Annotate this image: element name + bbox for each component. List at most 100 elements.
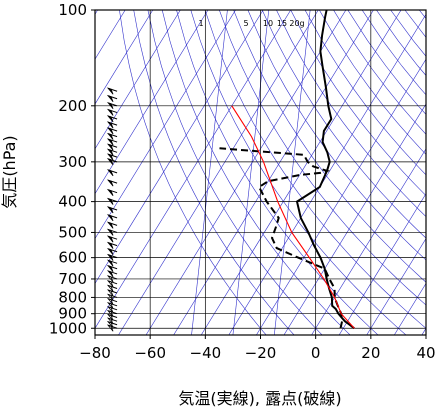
x-tick-label: −40 xyxy=(190,344,222,362)
wind-barb-flag xyxy=(106,108,114,116)
wind-barb-flag xyxy=(106,305,114,314)
wind-barb xyxy=(106,148,118,156)
wind-barb xyxy=(106,115,118,123)
mixing-ratio-label: 10 xyxy=(263,19,273,28)
x-tick-label: 0 xyxy=(311,344,321,362)
dry-adiabat-line xyxy=(176,10,379,335)
wind-barb-flag xyxy=(106,313,114,321)
isotherm-line xyxy=(95,10,264,284)
y-tick-label: 300 xyxy=(58,153,87,171)
wind-barb-flag xyxy=(106,259,114,267)
dry-adiabat-line xyxy=(319,10,426,155)
wind-barb xyxy=(106,264,118,272)
x-tick-label: −80 xyxy=(79,344,111,362)
wind-barb xyxy=(106,132,118,140)
dry-adiabat-line xyxy=(204,10,426,329)
dry-adiabat-line xyxy=(404,10,426,38)
wind-barb-flag xyxy=(106,138,114,146)
wind-barb xyxy=(106,247,118,256)
wind-barb xyxy=(106,197,118,205)
wind-barb-flag xyxy=(106,221,114,229)
mixing-ratio-label: 15 xyxy=(277,19,287,28)
wind-barb-flag xyxy=(106,241,114,249)
wind-barb-flag xyxy=(106,293,114,301)
dry-adiabat-line xyxy=(247,10,426,261)
wind-barb-flag xyxy=(106,317,114,325)
wind-barb xyxy=(106,241,118,249)
mixing-ratio-label: 1 xyxy=(198,19,203,28)
wind-barb-flag xyxy=(106,228,114,236)
isotherm-line xyxy=(95,10,209,195)
isotherm-line xyxy=(256,58,426,335)
wind-barb xyxy=(106,158,118,166)
isotherm-line xyxy=(95,10,291,329)
parcel-line xyxy=(231,105,355,329)
x-axis-ticks: −80 −60 −40 −20 0 20 40 xyxy=(79,335,436,362)
mixing-ratio-label: 5 xyxy=(243,19,248,28)
wind-barb xyxy=(106,143,118,151)
wind-barb-flag xyxy=(106,279,114,288)
wind-barb-flag xyxy=(106,132,114,140)
dry-adiabat-line xyxy=(133,10,295,335)
wind-barb xyxy=(106,108,118,116)
wind-barb xyxy=(106,259,118,267)
wind-barb xyxy=(106,270,118,278)
dry-adiabat-line xyxy=(290,10,426,196)
wind-barb-flag xyxy=(106,127,114,135)
grid xyxy=(95,10,426,335)
wind-barb-flag xyxy=(106,87,114,95)
wind-barb-flag xyxy=(106,94,114,102)
dry-adiabat-line xyxy=(361,10,426,96)
wind-barb-flag xyxy=(106,247,114,256)
wind-barb xyxy=(106,279,118,288)
isotherm-line xyxy=(200,10,402,335)
wind-barb xyxy=(106,188,118,196)
wind-barb xyxy=(106,87,118,95)
dry-adiabat-line xyxy=(190,10,407,335)
isotherm-line xyxy=(338,193,426,335)
wind-barb xyxy=(106,235,118,243)
wind-barb-flag xyxy=(106,284,114,292)
wind-barb-flag xyxy=(106,235,114,243)
temperature-line xyxy=(295,10,355,330)
wind-barb xyxy=(106,153,118,161)
y-tick-label: 900 xyxy=(58,305,87,323)
mixing-ratio-line xyxy=(273,10,311,335)
dry-adiabat-line xyxy=(390,10,426,57)
y-axis-title: 気圧(hPa) xyxy=(0,135,19,208)
wind-barb-flag xyxy=(106,169,114,177)
dry-adiabat-line xyxy=(347,10,426,115)
y-tick-label: 200 xyxy=(58,97,87,115)
wind-barb-flag xyxy=(106,301,114,310)
isotherm-line xyxy=(228,13,426,335)
x-tick-label: −20 xyxy=(245,344,277,362)
dry-adiabat-line xyxy=(261,10,426,239)
wind-barb-flag xyxy=(106,153,114,161)
wind-barb xyxy=(106,214,118,222)
dry-adiabat-line xyxy=(219,10,426,306)
wind-barb xyxy=(106,206,118,214)
wind-barb xyxy=(106,289,118,297)
wind-barb-flag xyxy=(106,320,114,329)
wind-barb-flag xyxy=(106,206,114,214)
wind-barb xyxy=(106,253,118,261)
isotherm-line xyxy=(283,103,426,335)
wind-barb-flag xyxy=(106,324,114,332)
wind-barb-flag xyxy=(106,148,114,156)
isotherm-line xyxy=(95,10,154,105)
y-tick-label: 1000 xyxy=(49,319,87,337)
wind-barb xyxy=(106,169,118,177)
wind-barb-flag xyxy=(106,158,114,166)
wind-barbs xyxy=(106,87,118,332)
y-tick-label: 600 xyxy=(58,249,87,267)
dry-adiabat-line xyxy=(304,10,426,176)
wind-barb-flag xyxy=(106,264,114,272)
wind-barb xyxy=(106,275,118,283)
wind-barb xyxy=(106,127,118,135)
wind-barb xyxy=(106,121,118,129)
wind-barb xyxy=(106,284,118,292)
wind-barb xyxy=(106,221,118,229)
y-tick-label: 400 xyxy=(58,193,87,211)
